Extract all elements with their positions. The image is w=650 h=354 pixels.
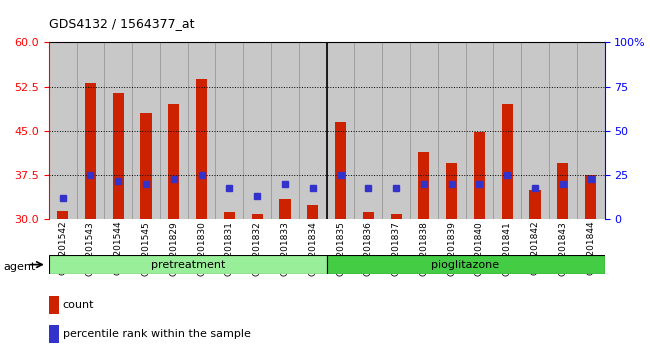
Text: pioglitazone: pioglitazone [432,259,500,270]
Bar [419,152,430,219]
Bar [49,296,58,314]
Bar [132,42,160,219]
Bar [502,104,513,219]
Bar [382,42,410,219]
Bar [224,212,235,219]
Bar [391,213,402,219]
Bar [85,82,96,219]
Bar [521,42,549,219]
Bar [271,42,299,219]
Bar [493,42,521,219]
Bar [112,93,124,219]
Text: agent: agent [3,262,36,272]
Text: pretreatment: pretreatment [151,259,225,270]
Bar [410,42,438,219]
Bar [363,212,374,219]
Text: count: count [62,299,94,310]
Bar [57,211,68,219]
Bar [557,164,568,219]
Bar [280,199,291,219]
Bar [577,42,604,219]
Bar [465,42,493,219]
Bar [196,79,207,219]
Text: GDS4132 / 1564377_at: GDS4132 / 1564377_at [49,17,194,30]
Text: percentile rank within the sample: percentile rank within the sample [62,329,250,339]
Bar [326,42,354,219]
Bar [188,42,216,219]
Bar [307,205,318,219]
Bar [335,122,346,219]
Bar [168,104,179,219]
Bar [585,175,596,219]
Bar [77,42,104,219]
Bar [104,42,132,219]
Bar [530,190,541,219]
Bar [49,255,326,274]
Bar [549,42,577,219]
Bar [354,42,382,219]
Bar [326,255,604,274]
Bar [49,325,58,343]
Bar [438,42,465,219]
Bar [243,42,271,219]
Bar [446,164,457,219]
Bar [474,132,485,219]
Bar [216,42,243,219]
Bar [252,213,263,219]
Bar [160,42,188,219]
Bar [299,42,327,219]
Bar [49,42,77,219]
Bar [140,113,151,219]
